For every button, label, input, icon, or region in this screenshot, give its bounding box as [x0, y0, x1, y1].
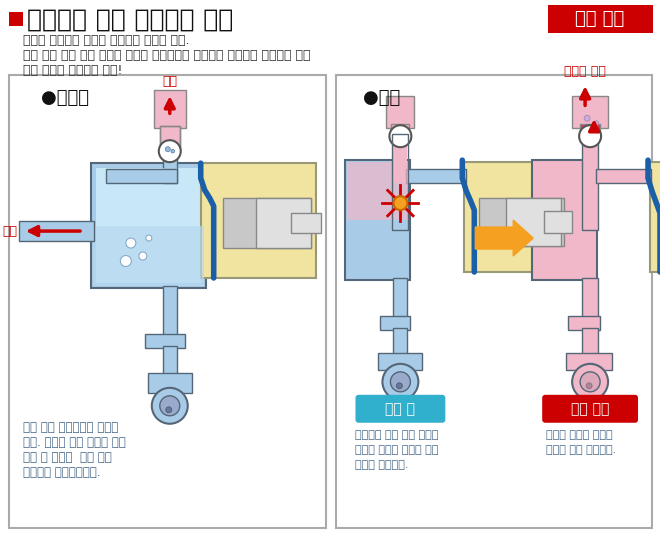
Bar — [566, 353, 612, 370]
Bar — [596, 169, 651, 183]
FancyBboxPatch shape — [542, 395, 638, 423]
Circle shape — [393, 196, 407, 210]
Bar — [568, 316, 600, 330]
Bar — [255, 198, 311, 248]
Bar — [582, 134, 598, 230]
Text: 배출 구 측으로  누출 되어: 배출 구 측으로 누출 되어 — [23, 451, 112, 464]
Text: ●기존형: ●기존형 — [41, 89, 89, 107]
Bar — [582, 278, 598, 318]
Bar — [106, 169, 177, 183]
Bar — [393, 328, 407, 355]
Text: 만일 펌프 헤드 안에 혼입된 에어도 인라인으로 확실하게 제거하여 가스록에 의한: 만일 펌프 헤드 안에 혼입된 에어도 인라인으로 확실하게 제거하여 가스록에… — [23, 49, 310, 62]
Bar — [222, 198, 311, 248]
Bar — [145, 334, 185, 348]
Bar — [19, 221, 94, 241]
Text: 배출. 상황에 따라 약액이 에어: 배출. 상황에 따라 약액이 에어 — [23, 436, 126, 449]
Bar — [347, 162, 409, 220]
Bar — [96, 168, 201, 283]
Circle shape — [382, 364, 418, 400]
Bar — [572, 96, 608, 128]
Circle shape — [391, 372, 411, 392]
Bar — [393, 278, 407, 318]
Text: 액체와 함께 토출된다.: 액체와 함께 토출된다. — [546, 445, 616, 455]
Bar — [163, 151, 177, 183]
Bar — [650, 162, 660, 272]
Bar — [378, 353, 422, 370]
Bar — [407, 169, 467, 183]
Circle shape — [586, 383, 592, 389]
Circle shape — [165, 147, 170, 152]
Bar — [160, 126, 180, 150]
Bar — [393, 183, 407, 228]
Bar — [91, 163, 206, 288]
Circle shape — [580, 372, 600, 392]
Circle shape — [584, 115, 590, 121]
Bar — [160, 126, 180, 148]
Bar — [201, 163, 315, 278]
Text: 약액과 에어: 약액과 에어 — [564, 65, 606, 79]
Bar — [464, 162, 569, 272]
Text: 에어: 에어 — [162, 75, 178, 88]
Circle shape — [593, 121, 599, 126]
Text: 토출측과 펌프 헤드 내부가: 토출측과 펌프 헤드 내부가 — [356, 430, 439, 440]
Circle shape — [160, 396, 180, 416]
Bar — [386, 96, 414, 128]
Circle shape — [152, 388, 187, 424]
Circle shape — [120, 256, 131, 266]
Text: 특허 취득: 특허 취득 — [576, 10, 625, 29]
Text: ●신형: ●신형 — [364, 89, 401, 107]
FancyBboxPatch shape — [356, 395, 446, 423]
Bar — [345, 160, 411, 280]
Circle shape — [171, 150, 174, 153]
Text: 인라인식 자동 에어빼기 기구: 인라인식 자동 에어빼기 기구 — [27, 8, 233, 31]
Bar — [9, 75, 325, 528]
Bar — [544, 211, 572, 233]
Bar — [532, 160, 597, 280]
Bar — [582, 328, 598, 355]
Text: 체적이 작아진 에어는: 체적이 작아진 에어는 — [546, 430, 612, 440]
Bar — [163, 168, 177, 183]
Circle shape — [139, 252, 147, 260]
Text: 약액: 약액 — [2, 224, 17, 238]
FancyArrow shape — [475, 220, 533, 256]
Circle shape — [126, 238, 136, 248]
Text: 대기 시: 대기 시 — [385, 402, 415, 416]
Bar — [380, 316, 411, 330]
Bar — [9, 12, 23, 26]
Text: 새로운 개념으로 설계된 에어빼기 기구를 탑재.: 새로운 개념으로 설계된 에어빼기 기구를 탑재. — [23, 34, 189, 47]
Text: 에어가 압축된다.: 에어가 압축된다. — [356, 459, 409, 470]
Circle shape — [166, 407, 172, 413]
Bar — [548, 5, 653, 33]
Bar — [290, 213, 321, 233]
Circle shape — [572, 364, 608, 400]
Bar — [93, 226, 204, 286]
Bar — [148, 373, 192, 393]
Circle shape — [397, 383, 403, 389]
Bar — [163, 286, 177, 338]
Circle shape — [579, 125, 601, 147]
Bar — [335, 75, 652, 528]
Text: 토출 공정: 토출 공정 — [571, 402, 609, 416]
Text: 서서히 동일한 압력이 되어: 서서히 동일한 압력이 되어 — [356, 445, 439, 455]
Circle shape — [389, 125, 411, 147]
Text: 토출량이 불안정해진다.: 토출량이 불안정해진다. — [23, 466, 100, 479]
Circle shape — [146, 235, 152, 241]
Text: 전용 에어 배출구에서 에어들: 전용 에어 배출구에서 에어들 — [23, 421, 118, 434]
Bar — [391, 124, 409, 136]
Bar — [393, 136, 407, 183]
Bar — [154, 90, 185, 128]
Bar — [580, 124, 600, 136]
Bar — [163, 346, 177, 376]
Text: 토출 불량을 자동으로 해소!: 토출 불량을 자동으로 해소! — [23, 64, 123, 77]
Circle shape — [159, 140, 181, 162]
Bar — [393, 134, 409, 230]
Bar — [479, 198, 564, 246]
Bar — [506, 198, 561, 246]
